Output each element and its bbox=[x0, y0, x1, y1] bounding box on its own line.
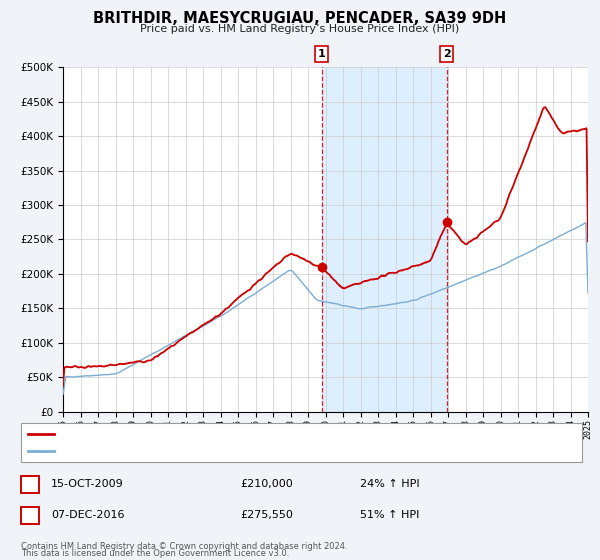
Text: 51% ↑ HPI: 51% ↑ HPI bbox=[360, 510, 419, 520]
Text: £275,550: £275,550 bbox=[240, 510, 293, 520]
Text: BRITHDIR, MAESYCRUGIAU, PENCADER, SA39 9DH (detached house): BRITHDIR, MAESYCRUGIAU, PENCADER, SA39 9… bbox=[59, 429, 401, 439]
Text: 15-OCT-2009: 15-OCT-2009 bbox=[51, 479, 124, 489]
Text: £210,000: £210,000 bbox=[240, 479, 293, 489]
Text: Price paid vs. HM Land Registry’s House Price Index (HPI): Price paid vs. HM Land Registry’s House … bbox=[140, 24, 460, 34]
Bar bbox=[322, 67, 447, 412]
Text: 24% ↑ HPI: 24% ↑ HPI bbox=[360, 479, 419, 489]
Text: 2: 2 bbox=[26, 510, 34, 520]
Text: HPI: Average price, detached house, Carmarthenshire: HPI: Average price, detached house, Carm… bbox=[59, 446, 328, 456]
Text: 1: 1 bbox=[26, 479, 34, 489]
Text: 1: 1 bbox=[318, 49, 326, 59]
Text: 2: 2 bbox=[443, 49, 451, 59]
Text: This data is licensed under the Open Government Licence v3.0.: This data is licensed under the Open Gov… bbox=[21, 549, 289, 558]
Text: BRITHDIR, MAESYCRUGIAU, PENCADER, SA39 9DH: BRITHDIR, MAESYCRUGIAU, PENCADER, SA39 9… bbox=[94, 11, 506, 26]
Text: 07-DEC-2016: 07-DEC-2016 bbox=[51, 510, 125, 520]
Text: Contains HM Land Registry data © Crown copyright and database right 2024.: Contains HM Land Registry data © Crown c… bbox=[21, 542, 347, 551]
